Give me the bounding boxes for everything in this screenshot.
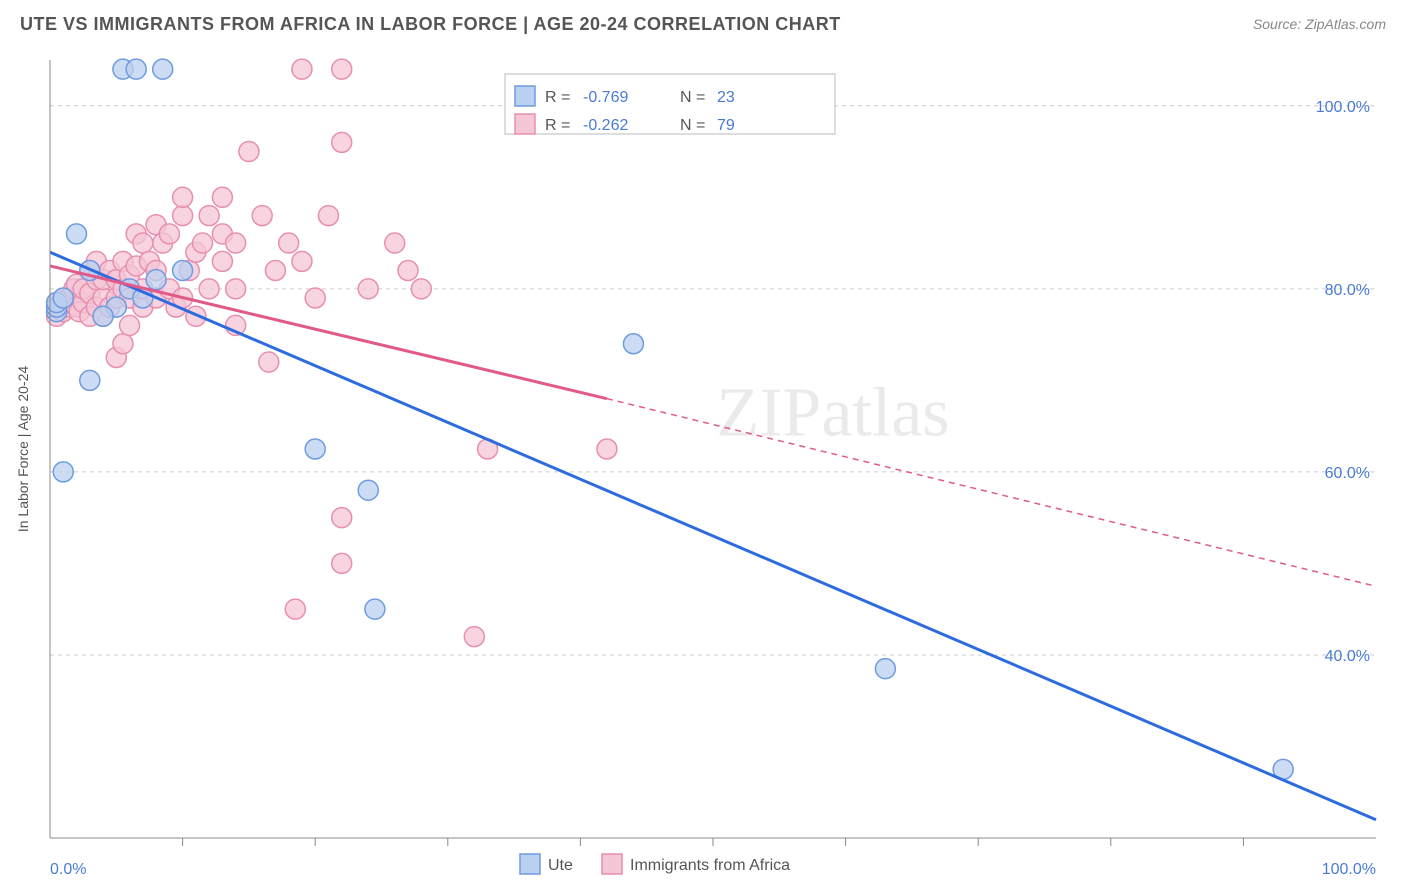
legend-r-value: -0.769 (583, 89, 628, 106)
correlation-chart: ZIPatlas 0.0% 100.0% 40.0% 60.0% 80.0% 100.0% I… (0, 48, 1406, 892)
ute-point (53, 462, 73, 482)
africa-point (464, 627, 484, 647)
africa-point (265, 261, 285, 281)
africa-point (226, 233, 246, 253)
africa-point (318, 206, 338, 226)
ute-point (80, 370, 100, 390)
africa-point (398, 261, 418, 281)
legend-r-label: R = (545, 117, 570, 134)
africa-point (212, 187, 232, 207)
legend-r-value: -0.262 (583, 117, 628, 134)
africa-trendline-extrapolated (607, 399, 1376, 587)
africa-point (358, 279, 378, 299)
africa-point (199, 206, 219, 226)
africa-point (239, 142, 259, 162)
x-tick-label: 0.0% (50, 861, 86, 878)
africa-point (252, 206, 272, 226)
ute-point (305, 439, 325, 459)
africa-point (597, 439, 617, 459)
legend-n-value: 79 (717, 117, 735, 134)
ute-point (358, 480, 378, 500)
ute-point (126, 59, 146, 79)
y-tick-label: 40.0% (1325, 648, 1370, 665)
watermark: ZIPatlas (716, 374, 949, 451)
legend-n-label: N = (680, 117, 705, 134)
africa-point (133, 233, 153, 253)
legend-swatch (515, 86, 535, 106)
y-tick-label: 100.0% (1316, 99, 1370, 116)
ute-point (623, 334, 643, 354)
y-tick-label: 80.0% (1325, 282, 1370, 299)
africa-point (292, 59, 312, 79)
ute-trendline (50, 252, 1376, 819)
chart-title: UTE VS IMMIGRANTS FROM AFRICA IN LABOR F… (20, 14, 841, 35)
bottom-legend-swatch (520, 854, 540, 874)
africa-point (159, 224, 179, 244)
chart-header: UTE VS IMMIGRANTS FROM AFRICA IN LABOR F… (0, 0, 1406, 48)
ute-point (67, 224, 87, 244)
ute-point (875, 659, 895, 679)
bottom-legend-label: Immigrants from Africa (630, 857, 790, 874)
africa-point (332, 508, 352, 528)
africa-point (226, 279, 246, 299)
africa-point (113, 334, 133, 354)
ute-point (93, 306, 113, 326)
africa-point (385, 233, 405, 253)
bottom-legend-label: Ute (548, 857, 573, 874)
africa-point (212, 251, 232, 271)
legend-r-label: R = (545, 89, 570, 106)
ute-point (53, 288, 73, 308)
africa-point (411, 279, 431, 299)
ute-point (365, 599, 385, 619)
africa-point (332, 132, 352, 152)
africa-point (192, 233, 212, 253)
y-tick-label: 60.0% (1325, 465, 1370, 482)
y-axis-title: In Labor Force | Age 20-24 (15, 366, 31, 533)
africa-point (199, 279, 219, 299)
ute-point (146, 270, 166, 290)
africa-point (305, 288, 325, 308)
bottom-legend-swatch (602, 854, 622, 874)
ute-point (173, 261, 193, 281)
x-tick-label: 100.0% (1322, 861, 1376, 878)
chart-container: ZIPatlas 0.0% 100.0% 40.0% 60.0% 80.0% 100.0% I… (0, 48, 1406, 892)
africa-point (173, 206, 193, 226)
africa-point (259, 352, 279, 372)
africa-point (173, 187, 193, 207)
chart-source: Source: ZipAtlas.com (1253, 16, 1386, 32)
africa-point (279, 233, 299, 253)
legend-n-value: 23 (717, 89, 735, 106)
africa-point (292, 251, 312, 271)
legend-n-label: N = (680, 89, 705, 106)
africa-point (332, 553, 352, 573)
legend-swatch (515, 114, 535, 134)
ute-point (153, 59, 173, 79)
africa-point (332, 59, 352, 79)
africa-point (285, 599, 305, 619)
africa-point (120, 315, 140, 335)
